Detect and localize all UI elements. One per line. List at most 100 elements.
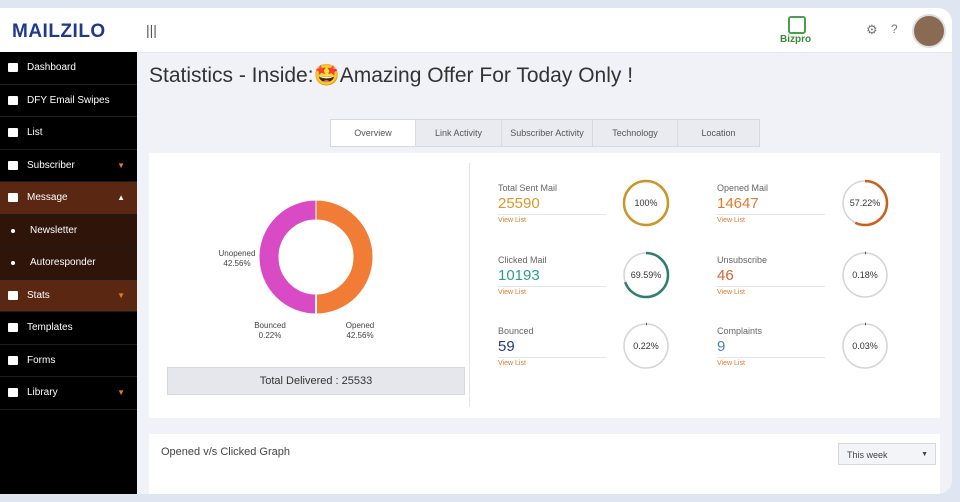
stat-value: 59 [498,338,515,355]
view-list-link[interactable]: View List [498,217,526,224]
ring-label: 0.03% [852,341,878,351]
ring-label: 69.59% [631,270,662,280]
ring-label: 100% [634,198,657,208]
stat-block: Unsubscribe 46 View List 0.18% [717,251,917,315]
ring-progress [841,251,889,299]
stat-value: 14647 [717,195,759,212]
view-list-link[interactable]: View List [498,360,526,367]
tab[interactable]: Overview [331,120,416,146]
sidebar: Dashboard DFY Email Swipes List Subscrib… [0,52,137,494]
progress-ring: 100% [622,179,670,227]
logo[interactable]: MAILZILO [12,21,106,42]
progress-ring: 57.22% [841,179,889,227]
nav-item[interactable]: Dashboard [0,52,137,85]
menu-toggle[interactable]: ||| [146,22,157,38]
tab[interactable]: Subscriber Activity [502,120,593,146]
graph-title: Opened v/s Clicked Graph [161,446,291,458]
brand[interactable]: Bizpro [780,34,812,45]
brand-icon [788,16,806,34]
rule [717,357,825,358]
avatar[interactable] [912,14,946,48]
stat-title: Bounced [498,326,534,336]
divider [469,163,470,407]
nav-item[interactable]: Templates [0,312,137,345]
stat-title: Opened Mail [717,183,769,193]
stat-title: Total Sent Mail [498,183,558,193]
overview-card: Opened 42.56% Bounced 0.22% Unopened 42.56% T… [149,153,940,418]
stat-block: Total Sent Mail 25590 View List 100% [498,179,698,243]
nav-item[interactable]: Message ▲ [0,182,137,215]
nav-item[interactable]: Stats ▼ [0,279,137,312]
nav-item[interactable]: DFY Email Swipes [0,85,137,117]
ring-label: 0.18% [852,270,878,280]
nav-item[interactable]: Library ▼ [0,377,137,410]
help[interactable]: ? [891,22,898,36]
nav-label: Stats [27,289,50,301]
nav-label: Dashboard [27,62,76,73]
nav-label: Autoresponder [30,257,96,268]
nav-label: Templates [27,322,73,333]
nav-label: Newsletter [30,224,78,236]
ring-label: 57.22% [850,198,881,208]
stat-value: 10193 [498,267,540,284]
view-list-link[interactable]: View List [717,217,745,224]
ring-progress [622,322,670,370]
rule [498,357,606,358]
ring-progress [622,179,670,227]
nav-label: List [27,127,43,138]
graph-card: Opened v/s Clicked Graph This week ▼ [149,434,940,494]
rule [498,286,606,287]
app: MAILZILO ||| Bizpro ⚙ ? Dashboard DFY Em… [0,8,952,494]
view-list-link[interactable]: View List [498,289,526,296]
settings[interactable]: ⚙ [866,22,878,37]
nav-subitem[interactable]: Autoresponder [0,247,137,280]
page-title: Statistics - Inside:🤩Amazing Offer For T… [149,64,634,87]
donut-label-name: Bounced [254,321,286,330]
stat-value: 9 [717,338,726,355]
nav-label: Message [27,192,68,203]
donut-label-name: Opened [346,321,374,330]
nav-item[interactable]: Forms [0,345,137,377]
donut-label-name: Unopened [219,249,256,258]
tab[interactable]: Location [701,128,736,138]
period-select[interactable]: This week ▼ [838,443,936,465]
nav-label: DFY Email Swipes [27,94,110,106]
nav-item[interactable]: List [0,117,137,150]
stat-title: Unsubscribe [717,255,768,265]
stat-block: Complaints 9 View List 0.03% [717,322,917,386]
ring-progress [841,179,889,227]
ring-progress [622,251,670,299]
stat-title: Complaints [717,326,763,336]
nav-subitem[interactable]: Newsletter [0,214,137,247]
nav-label: Library [27,387,58,398]
total-delivered: Total Delivered : 25533 [167,367,465,395]
tab[interactable]: Technology [593,120,678,146]
tabs: Overview Link Activity Subscriber Activi… [330,119,760,147]
nav-item[interactable]: Subscriber ▼ [0,150,137,182]
period-value: This week [847,450,888,460]
ring-label: 0.22% [633,341,659,351]
progress-ring: 0.03% [841,322,889,370]
donut-label-value: 42.56% [346,331,373,340]
ring-progress [841,322,889,370]
progress-ring: 0.18% [841,251,889,299]
stat-block: Clicked Mail 10193 View List 69.59% [498,251,698,315]
tab[interactable]: Link Activity [416,120,502,146]
stat-title: Clicked Mail [498,255,547,265]
nav-label: Forms [27,354,56,366]
stat-value: 25590 [498,195,540,212]
stat-value: 46 [717,267,734,284]
progress-ring: 69.59% [622,251,670,299]
nav-label: Subscriber [27,159,75,171]
top-bar: MAILZILO ||| Bizpro ⚙ ? [0,8,952,53]
view-list-link[interactable]: View List [717,360,745,367]
rule [717,286,825,287]
view-list-link[interactable]: View List [717,289,745,296]
rule [717,214,825,215]
stat-block: Opened Mail 14647 View List 57.22% [717,179,917,243]
stat-block: Bounced 59 View List 0.22% [498,322,698,386]
donut-segment [258,199,317,315]
rule [498,214,606,215]
